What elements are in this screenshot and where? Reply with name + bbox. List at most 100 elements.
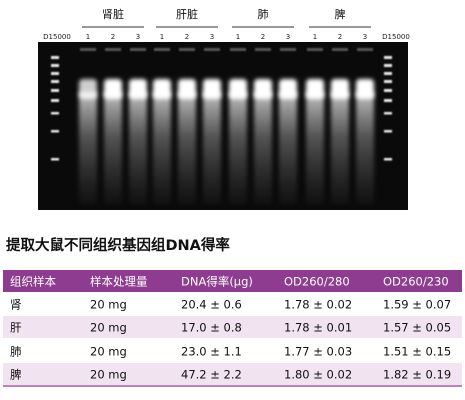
cell: 1.77 ± 0.03 [284, 345, 352, 359]
lane-label: 2 [338, 33, 342, 41]
ladder-band [384, 158, 392, 161]
cell: 1.78 ± 0.01 [284, 321, 352, 335]
cell: 肺 [10, 345, 22, 359]
lane-smear [356, 92, 374, 204]
row-band [3, 316, 462, 338]
cell: 17.0 ± 0.8 [181, 321, 242, 335]
ladder-band [51, 99, 59, 102]
group-label: 肾脏 [102, 8, 124, 21]
well [179, 48, 195, 51]
ladder-band [384, 56, 392, 59]
lane-label: 1 [236, 33, 240, 41]
cell: 1.51 ± 0.15 [383, 345, 451, 359]
lane-band [254, 79, 272, 99]
lane-band [178, 79, 196, 99]
well [154, 48, 170, 51]
lane-smear [229, 92, 247, 204]
row-band [3, 363, 462, 385]
header-cell: 组织样本 [10, 275, 56, 289]
lane-band [79, 79, 97, 99]
lane-band [331, 79, 349, 99]
lane-label: 3 [363, 33, 367, 41]
marker-label: D15000 [382, 33, 410, 41]
header-cell: OD260/280 [284, 275, 350, 289]
lane-band [203, 79, 221, 99]
ladder-band [51, 112, 59, 115]
well [204, 48, 220, 51]
ladder-band [384, 99, 392, 102]
lane-band [279, 79, 297, 99]
lane-smear [331, 92, 349, 204]
well [307, 48, 323, 51]
cell: 20.4 ± 0.6 [181, 298, 242, 312]
ladder-band [51, 80, 59, 83]
ladder-band [51, 56, 59, 59]
lane-band [153, 79, 171, 99]
cell: 20 mg [90, 298, 127, 312]
lane-smear [129, 92, 147, 204]
cell: 1.78 ± 0.02 [284, 298, 352, 312]
lane-label: 2 [261, 33, 265, 41]
cell: 20 mg [90, 321, 127, 335]
lane-band [306, 79, 324, 99]
lane-smear [306, 92, 324, 204]
header-cell: 样本处理量 [90, 275, 148, 289]
well [255, 48, 271, 51]
lane-label: 1 [160, 33, 164, 41]
lane-label: 1 [313, 33, 317, 41]
well [357, 48, 373, 51]
lane-band [229, 79, 247, 99]
well [230, 48, 246, 51]
ladder-band [51, 89, 59, 92]
header-row [3, 270, 462, 292]
ladder-band [384, 80, 392, 83]
lane-label: 3 [286, 33, 290, 41]
well [332, 48, 348, 51]
ladder-band [51, 130, 59, 133]
cell: 肾 [10, 298, 22, 312]
table-title: 提取大鼠不同组织基因组DNA得率 [6, 236, 230, 254]
cell: 脾 [10, 368, 22, 382]
cell: 1.82 ± 0.19 [383, 368, 451, 382]
lane-band [356, 79, 374, 99]
header-cell: DNA得率(μg) [181, 275, 253, 289]
cell: 20 mg [90, 368, 127, 382]
group-label: 肺 [258, 8, 269, 21]
cell: 肝 [10, 321, 22, 335]
cell: 1.59 ± 0.07 [383, 298, 451, 312]
cell: 20 mg [90, 345, 127, 359]
lane-smear [279, 92, 297, 204]
well [280, 48, 296, 51]
lane-smear [178, 92, 196, 204]
header-cell: OD260/230 [383, 275, 449, 289]
lane-smear [153, 92, 171, 204]
well [105, 48, 121, 51]
lane-label: 3 [210, 33, 214, 41]
cell: 1.57 ± 0.05 [383, 321, 451, 335]
lane-smear [203, 92, 221, 204]
cell: 1.80 ± 0.02 [284, 368, 352, 382]
well [80, 48, 96, 51]
lane-band [104, 79, 122, 99]
ladder-band [384, 64, 392, 67]
lane-label: 2 [185, 33, 189, 41]
marker-label: D15000 [43, 33, 71, 41]
lane-band [129, 79, 147, 99]
lane-label: 3 [136, 33, 140, 41]
ladder-band [384, 112, 392, 115]
lane-smear [254, 92, 272, 204]
ladder-band [51, 72, 59, 75]
group-label: 肝脏 [176, 8, 198, 21]
ladder-band [384, 72, 392, 75]
ladder-band [384, 130, 392, 133]
cell: 23.0 ± 1.1 [181, 345, 242, 359]
lane-smear [104, 92, 122, 204]
lane-label: 1 [86, 33, 90, 41]
ladder-band [51, 158, 59, 161]
lane-smear [79, 92, 97, 204]
cell: 47.2 ± 2.2 [181, 368, 242, 382]
group-label: 脾 [335, 7, 346, 21]
well [130, 48, 146, 51]
lane-label: 2 [111, 33, 115, 41]
